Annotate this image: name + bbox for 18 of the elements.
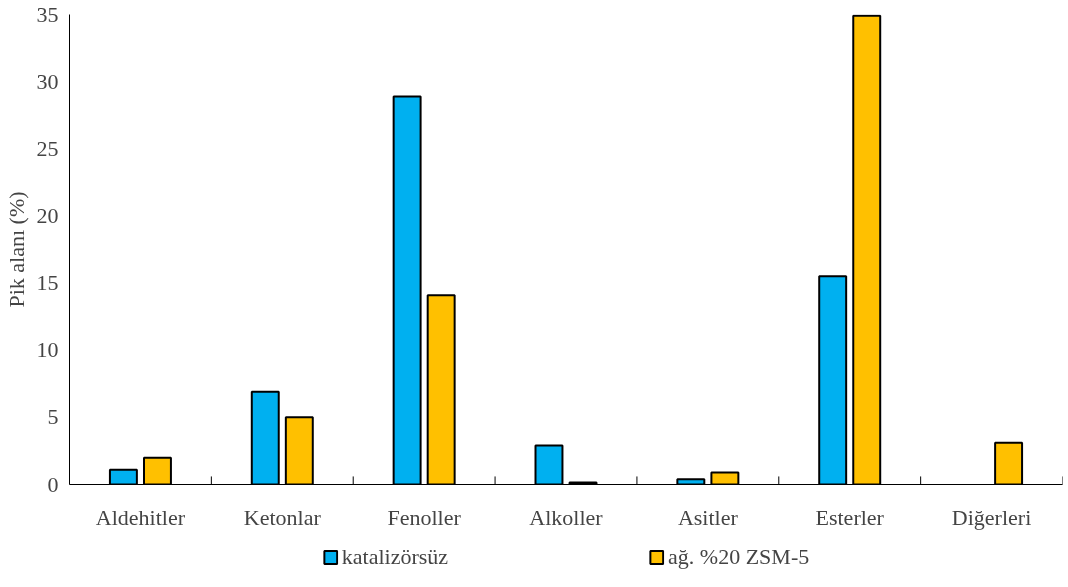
y-tick-label: 35 bbox=[36, 1, 59, 27]
x-tick-label: Aldehitler bbox=[95, 504, 186, 530]
y-tick-label: 20 bbox=[36, 202, 59, 228]
y-tick-label: 25 bbox=[36, 135, 59, 161]
legend-label: ağ. %20 ZSM-5 bbox=[668, 544, 810, 570]
y-tick-label: 5 bbox=[47, 404, 59, 430]
x-tick-label: Esterler bbox=[815, 504, 885, 530]
x-tick-label: Fenoller bbox=[387, 504, 462, 530]
x-tick-label: Asitler bbox=[677, 504, 739, 530]
x-tick-label: Diğerleri bbox=[951, 504, 1032, 530]
legend-label: katalizörsüz bbox=[341, 544, 449, 570]
y-tick-label: 0 bbox=[47, 471, 59, 497]
x-tick-label: Ketonlar bbox=[243, 504, 322, 530]
y-tick-label: 30 bbox=[36, 68, 59, 94]
y-tick-label: 15 bbox=[36, 270, 59, 296]
x-tick-label: Alkoller bbox=[529, 504, 604, 530]
y-tick-label: 10 bbox=[36, 337, 59, 363]
y-axis-title: Pik alanı (%) bbox=[3, 191, 29, 308]
